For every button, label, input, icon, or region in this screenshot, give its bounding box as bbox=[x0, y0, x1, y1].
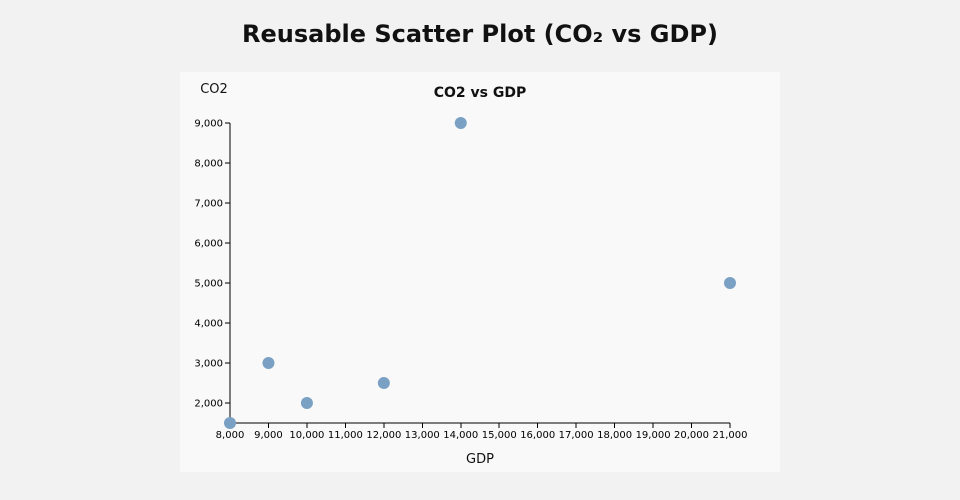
x-tick-label: 13,000 bbox=[405, 430, 440, 441]
x-tick-label: 17,000 bbox=[559, 430, 594, 441]
y-tick-label: 5,000 bbox=[194, 279, 223, 290]
data-points bbox=[224, 117, 736, 429]
x-tick-label: 8,000 bbox=[216, 430, 245, 441]
y-tick-label: 2,000 bbox=[194, 399, 223, 410]
y-tick-label: 4,000 bbox=[194, 319, 223, 330]
y-tick-label: 6,000 bbox=[194, 239, 223, 250]
x-tick-label: 18,000 bbox=[597, 430, 632, 441]
y-tick-label: 7,000 bbox=[194, 199, 223, 210]
x-tick-label: 16,000 bbox=[520, 430, 555, 441]
data-point[interactable] bbox=[262, 357, 275, 369]
y-tick-label: 3,000 bbox=[194, 359, 223, 370]
x-tick-label: 11,000 bbox=[328, 430, 363, 441]
x-tick-label: 21,000 bbox=[713, 430, 748, 441]
x-tick-label: 12,000 bbox=[366, 430, 401, 441]
chart-title: CO2 vs GDP bbox=[434, 85, 527, 101]
x-axis: 8,000 9,000 10,000 11,000 12,000 13,000 14,000… bbox=[216, 422, 748, 441]
chart-card: CO2 vs GDP CO2 GDP 2,000 3,000 4,000 5,000 6… bbox=[180, 72, 780, 472]
x-tick-label: 20,000 bbox=[674, 430, 709, 441]
y-tick-label: 8,000 bbox=[194, 159, 223, 170]
data-point[interactable] bbox=[377, 377, 390, 389]
x-tick-label: 9,000 bbox=[254, 430, 283, 441]
data-point[interactable] bbox=[454, 117, 467, 129]
page-title: Reusable Scatter Plot (CO₂ vs GDP) bbox=[242, 20, 718, 48]
x-tick-label: 15,000 bbox=[482, 430, 517, 441]
x-tick-label: 19,000 bbox=[636, 430, 671, 441]
data-point[interactable] bbox=[724, 277, 736, 289]
y-axis-title: CO2 bbox=[200, 82, 228, 97]
scatter-chart: CO2 vs GDP CO2 GDP 2,000 3,000 4,000 5,000 6… bbox=[194, 82, 748, 467]
y-tick-label: 9,000 bbox=[194, 119, 223, 130]
data-point[interactable] bbox=[300, 397, 313, 409]
x-tick-label: 14,000 bbox=[443, 430, 478, 441]
data-point[interactable] bbox=[224, 417, 236, 429]
x-axis-title: GDP bbox=[466, 452, 494, 467]
x-tick-label: 10,000 bbox=[289, 430, 324, 441]
y-axis: 2,000 3,000 4,000 5,000 6,000 7,000 8,000 9,000 bbox=[194, 119, 231, 423]
